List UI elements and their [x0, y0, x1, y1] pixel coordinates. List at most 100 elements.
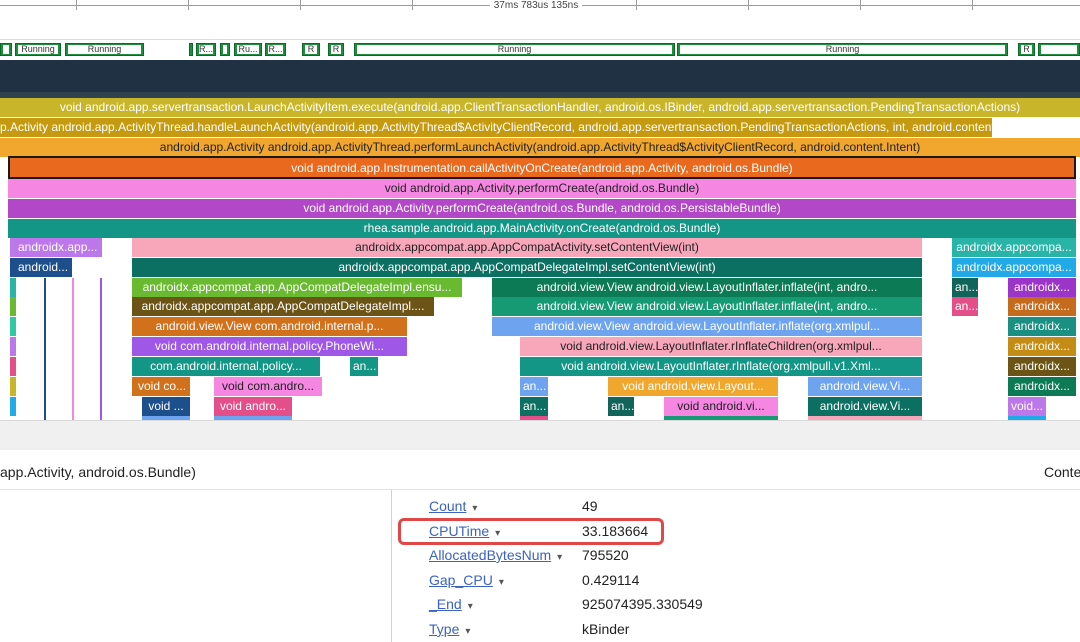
flame-node[interactable]: androidx.appcompat.app.AppCompatDelegate… — [132, 278, 462, 297]
flame-node[interactable]: void... — [1008, 397, 1046, 416]
ruler-tick — [972, 0, 973, 10]
flame-node[interactable]: rhea.sample.android.app.MainActivity.onC… — [8, 219, 1076, 238]
property-value-gap-cpu: 0.429114 — [582, 572, 640, 588]
ruler-tick — [748, 0, 749, 10]
flame-node[interactable]: android.view.View android.view.LayoutInf… — [492, 278, 922, 297]
chevron-down-icon: ▾ — [495, 528, 501, 539]
thread-state-running[interactable]: Ru... — [234, 43, 262, 56]
thread-state-running[interactable]: R — [328, 43, 344, 56]
flame-node[interactable]: an... — [350, 357, 378, 376]
selection-header — [0, 450, 1080, 490]
flame-node-stub[interactable] — [100, 278, 102, 420]
state-label: Running — [357, 45, 672, 54]
flame-node-stub[interactable] — [142, 416, 190, 420]
property-key-gap-cpu[interactable]: Gap_CPU ▾ — [429, 572, 504, 588]
flame-node[interactable]: void android.app.servertransaction.Launc… — [0, 98, 1080, 117]
flame-node-stub[interactable] — [1008, 416, 1046, 420]
flame-node[interactable]: android... — [10, 258, 72, 277]
flame-node-stub[interactable] — [808, 416, 922, 420]
thread-state-running[interactable]: Running — [354, 43, 675, 56]
flame-node[interactable]: androidx.appcompa... — [952, 238, 1076, 257]
ruler-tick — [860, 0, 861, 10]
flame-node[interactable]: void android.view.Layout... — [608, 377, 778, 396]
flame-node-selected[interactable]: void android.app.Instrumentation.callAct… — [8, 156, 1076, 179]
flame-node[interactable]: androidx... — [1008, 297, 1076, 316]
thread-state-running[interactable]: R — [1018, 43, 1035, 56]
flame-node[interactable]: void com.android.internal.policy.PhoneWi… — [132, 337, 407, 356]
flame-node-stub[interactable] — [10, 357, 16, 376]
property-key-cputime[interactable]: CPUTime ▾ — [429, 523, 500, 539]
flame-node[interactable]: void android.vi... — [664, 397, 778, 416]
state-label — [223, 45, 227, 54]
flame-node[interactable]: androidx.appcompat.app.AppCompatActivity… — [132, 238, 922, 257]
flame-node[interactable]: android.app.Activity android.app.Activit… — [0, 138, 1080, 157]
state-label — [3, 45, 9, 54]
flame-node[interactable]: androidx... — [1008, 377, 1076, 396]
state-label: Ru... — [237, 45, 259, 54]
flame-node[interactable]: androidx... — [1008, 337, 1076, 356]
flame-node[interactable]: androidx... — [1008, 278, 1076, 297]
flame-node-stub[interactable] — [10, 337, 16, 356]
thread-state-running[interactable]: Running — [15, 43, 61, 56]
flame-node-stub[interactable] — [10, 397, 16, 416]
flame-node[interactable]: void android.app.Activity.performCreate(… — [8, 179, 1076, 198]
property-key-allocatedbytesnum[interactable]: AllocatedBytesNum ▾ — [429, 547, 562, 563]
property-value-count: 49 — [582, 498, 598, 514]
flame-node[interactable]: androidx.appcompat.app.AppCompatDelegate… — [132, 297, 434, 316]
thread-state-running[interactable]: Running — [677, 43, 1008, 56]
thread-state-running[interactable]: R... — [265, 43, 286, 56]
flame-node[interactable]: android.view.Vi... — [808, 377, 922, 396]
flame-node-stub[interactable] — [10, 317, 16, 336]
thread-state-running[interactable] — [220, 43, 230, 56]
property-key-end[interactable]: _End ▾ — [429, 596, 473, 612]
ruler-tick — [636, 0, 637, 10]
flame-node[interactable]: android.view.Vi... — [808, 397, 922, 416]
flame-node[interactable]: an... — [952, 297, 978, 316]
thread-state-running[interactable] — [1038, 43, 1080, 56]
flame-node-stub[interactable] — [214, 416, 292, 420]
flame-node[interactable]: an... — [952, 278, 978, 297]
flame-node[interactable]: void android.view.LayoutInflater.rInflat… — [520, 357, 922, 376]
thread-state-running[interactable]: Running — [65, 43, 144, 56]
flame-node[interactable]: android.view.View android.view.LayoutInf… — [492, 317, 922, 336]
flame-node[interactable]: p.Activity android.app.ActivityThread.ha… — [0, 118, 992, 137]
flame-node-stub[interactable] — [10, 278, 16, 297]
flame-node[interactable]: com.android.internal.policy... — [132, 357, 320, 376]
flame-node[interactable]: an... — [520, 397, 548, 416]
flame-node[interactable]: androidx... — [1008, 357, 1076, 376]
state-label: R — [1021, 45, 1032, 54]
flame-node[interactable]: void ... — [142, 397, 190, 416]
thread-state-running[interactable] — [0, 43, 12, 56]
chevron-down-icon: ▾ — [467, 601, 473, 612]
flame-node-stub[interactable] — [44, 278, 46, 420]
property-key-label: CPUTime — [429, 523, 490, 539]
flame-node[interactable]: void android.app.Activity.performCreate(… — [8, 199, 1076, 218]
thread-state-running[interactable]: R — [302, 43, 320, 56]
state-label: R — [331, 45, 341, 54]
flame-node[interactable]: an... — [608, 397, 634, 416]
selected-slice-name: app.Activity, android.os.Bundle) — [0, 464, 196, 480]
property-key-type[interactable]: Type ▾ — [429, 621, 470, 637]
flame-node[interactable]: androidx.app... — [10, 238, 102, 257]
flame-node-stub[interactable] — [520, 416, 548, 420]
flame-node-stub[interactable] — [72, 278, 74, 420]
track-separator — [0, 92, 1080, 98]
flame-node[interactable]: void andro... — [214, 397, 292, 416]
thread-state-running[interactable]: R... — [196, 43, 216, 56]
flame-node[interactable]: android.view.View com.android.internal.p… — [132, 317, 407, 336]
thread-state-running[interactable] — [189, 43, 193, 56]
flame-node[interactable]: void com.andro... — [214, 377, 322, 396]
flame-node[interactable]: androidx.appcompa... — [952, 258, 1076, 277]
flame-node[interactable]: androidx.appcompat.app.AppCompatDelegate… — [132, 258, 922, 277]
timeline-ruler[interactable]: 37ms 783us 135ns — [0, 0, 1080, 40]
flame-node-stub[interactable] — [10, 377, 16, 396]
flame-node-stub[interactable] — [664, 416, 778, 420]
property-key-count[interactable]: Count ▾ — [429, 498, 477, 514]
flame-node[interactable]: an... — [520, 377, 548, 396]
flame-node[interactable]: androidx... — [1008, 317, 1076, 336]
flame-node[interactable]: android.view.View android.view.LayoutInf… — [492, 297, 922, 316]
flame-node-stub[interactable] — [10, 297, 16, 316]
context-tab-label[interactable]: Conte — [1044, 464, 1080, 480]
flame-node[interactable]: void android.view.LayoutInflater.rInflat… — [520, 337, 922, 356]
flame-node[interactable]: void co... — [132, 377, 190, 396]
